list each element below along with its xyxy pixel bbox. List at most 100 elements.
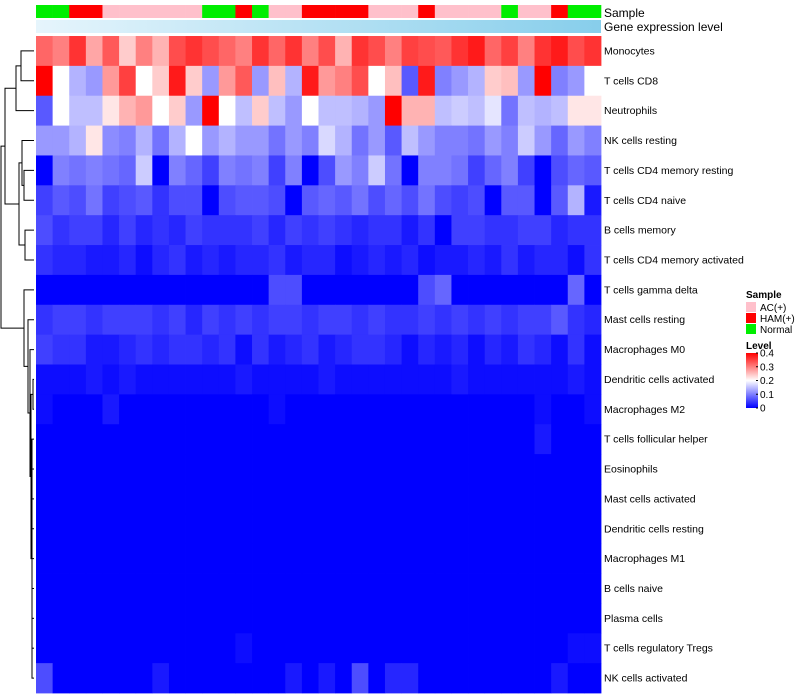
sample-annotation-cell bbox=[285, 5, 303, 18]
heatmap-cell bbox=[484, 543, 502, 574]
heatmap-cell bbox=[351, 95, 369, 126]
sample-annotation-cell bbox=[335, 5, 353, 18]
heatmap-cell bbox=[567, 304, 585, 336]
heatmap-cell bbox=[85, 454, 103, 485]
heatmap-cell bbox=[235, 424, 253, 455]
heatmap-cell bbox=[202, 36, 220, 67]
heatmap-cell bbox=[102, 483, 120, 515]
heatmap-cell bbox=[451, 543, 469, 574]
heatmap-cell bbox=[368, 573, 386, 604]
heatmap-cell bbox=[418, 65, 436, 97]
heatmap-cell bbox=[318, 95, 336, 126]
heatmap-cell bbox=[235, 36, 253, 67]
sample-annotation-label: Sample bbox=[604, 6, 645, 20]
heatmap-cell bbox=[484, 633, 502, 664]
heatmap-cell bbox=[235, 364, 253, 395]
heatmap-cell bbox=[517, 483, 535, 515]
heatmap-cell bbox=[534, 125, 552, 156]
heatmap-cell bbox=[235, 125, 253, 156]
heatmap-cell bbox=[69, 394, 87, 425]
heatmap-cell bbox=[468, 65, 486, 97]
sample-annotation-cell bbox=[434, 5, 452, 18]
heatmap-cell bbox=[434, 573, 452, 604]
heatmap-cell bbox=[52, 274, 70, 306]
heatmap-cell bbox=[484, 334, 502, 365]
heatmap-cell bbox=[252, 185, 270, 216]
heatmap-cell bbox=[218, 215, 236, 246]
heatmap-cell bbox=[102, 364, 120, 395]
row-label: Dendritic cells activated bbox=[604, 374, 714, 386]
heatmap-cell bbox=[202, 364, 220, 395]
heatmap-cell bbox=[69, 513, 87, 545]
heatmap-cell bbox=[551, 513, 569, 545]
heatmap-cell bbox=[368, 304, 386, 336]
heatmap-cell bbox=[285, 483, 303, 515]
heatmap-cell bbox=[335, 125, 353, 156]
heatmap-cell bbox=[252, 155, 270, 186]
heatmap-cell bbox=[368, 274, 386, 306]
heatmap-cell bbox=[252, 603, 270, 634]
heatmap-cell bbox=[36, 125, 54, 156]
heatmap-cell bbox=[401, 304, 419, 336]
heatmap-cell bbox=[285, 394, 303, 425]
heatmap-cell bbox=[434, 424, 452, 455]
heatmap-cell bbox=[69, 274, 87, 306]
heatmap-cell bbox=[468, 633, 486, 664]
heatmap-cell bbox=[501, 304, 519, 336]
sample-annotation-cell bbox=[368, 5, 386, 18]
heatmap-cell bbox=[69, 573, 87, 604]
heatmap-cell bbox=[351, 394, 369, 425]
heatmap-cell bbox=[69, 663, 87, 694]
heatmap-cell bbox=[468, 513, 486, 545]
heatmap-cell bbox=[168, 603, 186, 634]
heatmap-cell bbox=[418, 633, 436, 664]
heatmap-cell bbox=[318, 185, 336, 216]
heatmap-cell bbox=[301, 304, 319, 336]
heatmap-cell bbox=[285, 424, 303, 455]
row-label: T cells regulatory Tregs bbox=[604, 643, 713, 655]
heatmap-cell bbox=[384, 274, 402, 306]
heatmap-cell bbox=[351, 185, 369, 216]
heatmap-cell bbox=[368, 603, 386, 634]
heatmap-cell bbox=[335, 245, 353, 276]
heatmap-cell bbox=[185, 394, 203, 425]
heatmap-cell bbox=[85, 334, 103, 365]
heatmap-cell bbox=[252, 36, 270, 67]
heatmap-cell bbox=[102, 185, 120, 216]
heatmap-cell bbox=[168, 364, 186, 395]
heatmap-cell bbox=[501, 185, 519, 216]
heatmap-cell bbox=[252, 334, 270, 365]
heatmap-cell bbox=[584, 483, 602, 515]
heatmap-cell bbox=[567, 185, 585, 216]
heatmap-cell bbox=[451, 185, 469, 216]
heatmap-cell bbox=[418, 334, 436, 365]
heatmap-cell bbox=[517, 663, 535, 694]
heatmap-cell bbox=[168, 394, 186, 425]
heatmap-cell bbox=[368, 185, 386, 216]
heatmap-cell bbox=[218, 394, 236, 425]
heatmap-cell bbox=[235, 483, 253, 515]
heatmap-cell bbox=[318, 633, 336, 664]
heatmap-cell bbox=[351, 125, 369, 156]
heatmap-cell bbox=[335, 394, 353, 425]
row-label: Neutrophils bbox=[604, 105, 657, 117]
dendrogram-branch bbox=[0, 145, 24, 329]
heatmap-cell bbox=[185, 603, 203, 634]
heatmap-cell bbox=[185, 513, 203, 545]
heatmap-cell bbox=[584, 663, 602, 694]
heatmap-cell bbox=[567, 36, 585, 67]
heatmap-cell bbox=[451, 65, 469, 97]
heatmap-cell bbox=[52, 513, 70, 545]
heatmap-cell bbox=[168, 573, 186, 604]
heatmap-cell bbox=[401, 36, 419, 67]
heatmap-cell bbox=[202, 185, 220, 216]
heatmap-cell bbox=[484, 65, 502, 97]
heatmap-cell bbox=[285, 155, 303, 186]
heatmap-cell bbox=[567, 65, 585, 97]
heatmap-cell bbox=[384, 513, 402, 545]
heatmap-cell bbox=[218, 155, 236, 186]
heatmap-cell bbox=[102, 245, 120, 276]
heatmap-cell bbox=[52, 215, 70, 246]
heatmap-cell bbox=[484, 245, 502, 276]
heatmap-cell bbox=[135, 424, 153, 455]
